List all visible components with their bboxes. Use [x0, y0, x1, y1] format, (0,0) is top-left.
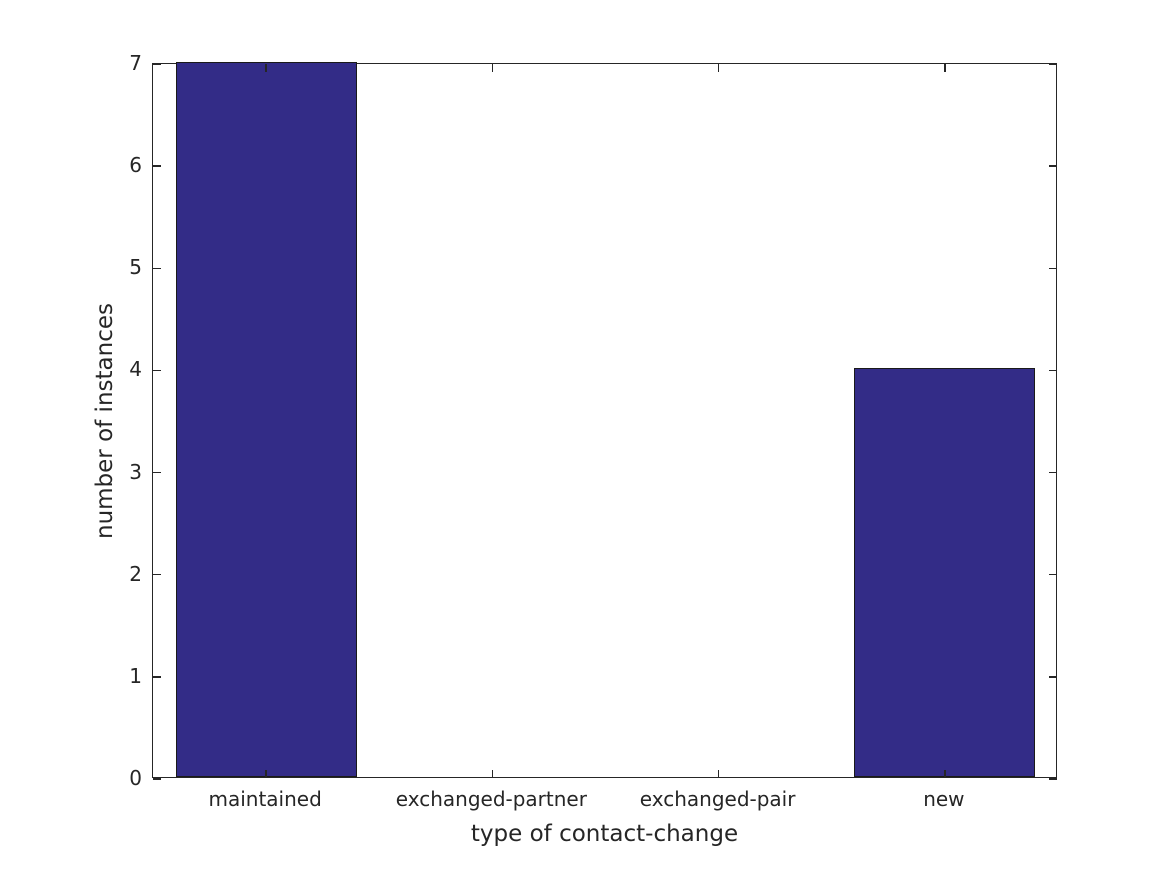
- x-tick-mark-top: [944, 64, 946, 72]
- y-tick-mark-right: [1048, 778, 1057, 780]
- x-tick-mark-top: [265, 64, 267, 72]
- y-tick-mark-left: [153, 369, 161, 372]
- x-tick-mark-top: [491, 64, 494, 72]
- y-tick-mark-right: [1048, 267, 1057, 270]
- y-tick-label: 4: [129, 357, 142, 382]
- y-tick-mark-right: [1048, 573, 1057, 576]
- x-tick-mark-bottom: [491, 769, 494, 778]
- x-tick-mark-bottom: [717, 769, 720, 778]
- y-tick-mark-left: [153, 267, 161, 270]
- x-tick-label-exchanged-partner: exchanged-partner: [395, 787, 587, 811]
- y-tick-mark-right: [1048, 369, 1057, 372]
- y-tick-mark-right: [1048, 63, 1057, 65]
- y-tick-label: 5: [129, 255, 142, 280]
- bar-new: [854, 368, 1036, 777]
- plot-area: [152, 62, 1057, 780]
- y-tick-mark-right: [1048, 676, 1057, 678]
- y-tick-label: 0: [129, 766, 142, 790]
- x-tick-mark-bottom: [944, 769, 946, 778]
- y-tick-label: 7: [129, 51, 142, 75]
- y-tick-label: 2: [129, 561, 142, 586]
- x-tick-label-exchanged-pair: exchanged-pair: [639, 787, 796, 811]
- y-tick-label: 3: [129, 459, 142, 484]
- y-tick-label: 1: [129, 663, 142, 688]
- bar-maintained: [175, 62, 357, 777]
- y-tick-mark-left: [153, 471, 161, 474]
- y-axis-label: number of instances: [92, 302, 118, 539]
- y-tick-mark-left: [153, 778, 161, 780]
- x-axis-label: type of contact-change: [470, 821, 739, 847]
- x-tick-label-maintained: maintained: [208, 787, 322, 811]
- y-tick-mark-left: [153, 165, 161, 167]
- y-tick-mark-right: [1048, 471, 1057, 474]
- x-tick-label-new: new: [923, 787, 965, 811]
- y-tick-mark-left: [153, 63, 161, 65]
- y-tick-mark-left: [153, 676, 161, 678]
- x-tick-mark-bottom: [265, 769, 267, 778]
- x-tick-mark-top: [717, 64, 720, 72]
- y-tick-mark-right: [1048, 165, 1057, 167]
- y-tick-mark-left: [153, 573, 161, 576]
- y-tick-label: 6: [129, 153, 142, 178]
